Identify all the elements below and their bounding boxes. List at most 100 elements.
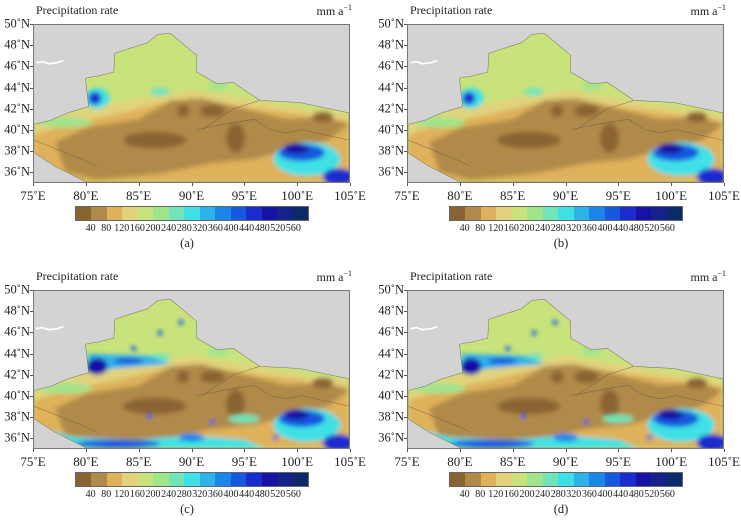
lat-tick-label: 50˚N <box>378 16 404 31</box>
colorbar-tick-label: 440 <box>613 223 629 234</box>
colorbar-swatch <box>246 207 262 220</box>
map-panel-a: Precipitation rate mm a−1 (a) 40 80 120 160… <box>0 0 370 258</box>
colorbar-tick-label: 560 <box>659 223 675 234</box>
lon-tick <box>244 183 246 186</box>
colorbar-tick-label: 80 <box>101 489 112 500</box>
lat-tick <box>404 311 407 313</box>
colorbar-swatch <box>465 207 481 220</box>
lat-tick-label: 44˚N <box>4 346 30 361</box>
lat-tick-label: 36˚N <box>378 164 404 179</box>
colorbar <box>75 472 309 487</box>
precipitation-map <box>33 24 350 183</box>
colorbar-tick-label: 520 <box>644 489 660 500</box>
lat-tick <box>404 438 407 440</box>
colorbar-tick-label: 560 <box>285 489 301 500</box>
lon-tick-label: 95˚E <box>605 188 631 203</box>
colorbar-tick-label: 280 <box>550 489 566 500</box>
colorbar-swatch <box>122 473 138 486</box>
coastline-lake <box>35 59 64 65</box>
lon-tick <box>407 449 408 452</box>
lon-tick-label: 90˚E <box>178 188 205 203</box>
lat-tick <box>30 66 33 68</box>
lat-tick <box>404 290 407 291</box>
lat-tick-label: 44˚N <box>378 80 404 95</box>
lat-tick-label: 46˚N <box>4 58 30 73</box>
lon-tick <box>618 449 620 452</box>
lat-tick <box>404 417 407 419</box>
colorbar-swatch <box>292 473 309 486</box>
lon-tick <box>297 183 299 186</box>
colorbar-tick-label: 400 <box>223 489 239 500</box>
lat-tick-label: 50˚N <box>4 16 30 31</box>
lat-tick-label: 48˚N <box>378 303 404 318</box>
lat-tick-label: 48˚N <box>4 303 30 318</box>
colorbar-swatch <box>261 473 278 486</box>
lon-tick-label: 80˚E <box>73 454 99 469</box>
colorbar-swatch <box>573 473 590 486</box>
map-field <box>408 299 723 448</box>
colorbar-swatch <box>184 473 200 486</box>
colorbar-tick-label: 400 <box>597 489 613 500</box>
lon-tick-label: 95˚E <box>231 188 257 203</box>
colorbar-tick-label: 120 <box>488 489 504 500</box>
precipitation-map <box>407 290 724 449</box>
colorbar-swatch <box>604 207 621 220</box>
colorbar-tick-label: 160 <box>503 223 519 234</box>
lon-tick <box>191 183 193 186</box>
colorbar-swatch <box>511 473 528 486</box>
lat-tick <box>404 353 407 355</box>
colorbar-tick-label: 360 <box>207 489 223 500</box>
lat-tick <box>30 172 33 174</box>
lon-tick <box>33 183 34 186</box>
unit-text: mm a <box>690 4 718 18</box>
lon-tick <box>407 183 408 186</box>
panel-label: (a) <box>180 236 194 250</box>
colorbar-swatch <box>496 473 512 486</box>
map-panel-b: Precipitation rate mm a−1 (b) 40 80 120 160… <box>374 0 741 258</box>
colorbar-swatch <box>76 473 92 486</box>
lon-tick <box>85 183 87 186</box>
lat-tick <box>30 396 33 397</box>
lon-tick <box>33 449 34 452</box>
colorbar-swatch <box>604 473 621 486</box>
lat-tick <box>30 24 33 25</box>
colorbar-tick-label: 200 <box>145 489 161 500</box>
lat-tick-label: 48˚N <box>378 37 404 52</box>
unit-label: mm a−1 <box>316 3 352 19</box>
unit-text: mm a <box>316 4 344 18</box>
lat-tick <box>30 87 33 89</box>
coastline-lake <box>409 325 438 331</box>
lon-tick-label: 105˚E <box>708 188 740 203</box>
lat-tick <box>30 374 33 376</box>
lat-tick <box>404 66 407 68</box>
lat-tick-label: 42˚N <box>4 367 30 382</box>
lat-tick-label: 38˚N <box>378 143 404 158</box>
lon-tick-label: 100˚E <box>281 188 314 203</box>
map-field <box>34 33 349 182</box>
colorbar-tick-label: 320 <box>192 223 208 234</box>
lat-tick <box>30 108 33 110</box>
colorbar-tick-label: 520 <box>644 223 660 234</box>
colorbar-swatch <box>153 473 169 486</box>
colorbar-tick-label: 440 <box>613 489 629 500</box>
panel-title: Precipitation rate <box>36 269 119 283</box>
colorbar-swatch <box>480 207 497 220</box>
lat-tick-label: 40˚N <box>4 388 30 403</box>
colorbar-swatch <box>91 207 107 220</box>
colorbar-tick-label: 200 <box>145 223 161 234</box>
map-panel-d: Precipitation rate mm a−1 (d) 40 80 120 160… <box>374 266 741 524</box>
lat-tick-label: 36˚N <box>4 164 30 179</box>
colorbar-swatch <box>199 207 216 220</box>
colorbar-tick-label: 480 <box>254 223 270 234</box>
colorbar-swatch <box>651 207 667 220</box>
colorbar-swatch <box>91 473 107 486</box>
lon-tick-label: 100˚E <box>281 454 314 469</box>
colorbar-tick-label: 360 <box>581 489 597 500</box>
colorbar-tick-label: 120 <box>488 223 504 234</box>
colorbar <box>75 206 309 221</box>
panel-title: Precipitation rate <box>410 3 493 17</box>
colorbar-swatch <box>230 473 247 486</box>
colorbar-tick-label: 280 <box>550 223 566 234</box>
lon-tick <box>350 449 351 452</box>
colorbar-tick-label: 240 <box>161 489 177 500</box>
